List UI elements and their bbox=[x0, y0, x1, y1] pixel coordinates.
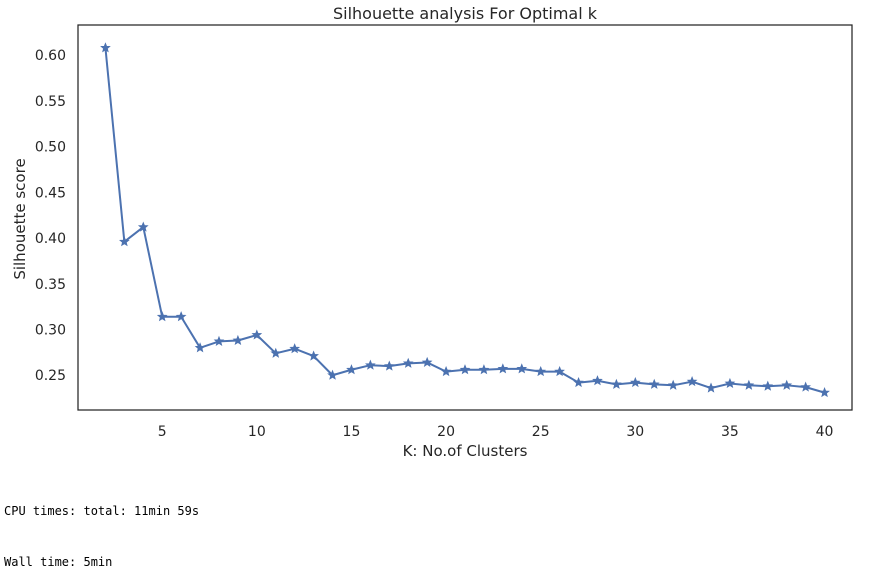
data-point-marker bbox=[686, 376, 698, 387]
wall-time-line: Wall time: 5min bbox=[4, 555, 113, 569]
console-output: CPU times: total: 11min 59s Wall time: 5… bbox=[4, 469, 199, 588]
data-point-marker bbox=[459, 364, 471, 375]
x-tick-label: 15 bbox=[343, 424, 361, 440]
data-point-marker bbox=[781, 379, 793, 390]
plot-area bbox=[100, 42, 830, 398]
plot-frame bbox=[77, 24, 853, 411]
x-tick-label: 35 bbox=[721, 424, 739, 440]
y-tick-label: 0.30 bbox=[35, 323, 66, 339]
x-tick-label: 40 bbox=[816, 424, 834, 440]
data-point-marker bbox=[629, 376, 641, 388]
data-point-marker bbox=[819, 387, 830, 398]
data-point-marker bbox=[516, 363, 528, 374]
y-tick-label: 0.45 bbox=[35, 185, 66, 201]
x-axis-label: K: No.of Clusters bbox=[403, 442, 528, 460]
data-point-marker bbox=[251, 329, 263, 340]
data-point-marker bbox=[100, 42, 111, 53]
data-point-marker bbox=[648, 378, 660, 389]
y-tick-label: 0.40 bbox=[35, 231, 66, 247]
data-point-marker bbox=[365, 359, 376, 370]
silhouette-chart: Silhouette analysis For Optimal k 0.250.… bbox=[11, 4, 853, 460]
data-point-marker bbox=[383, 360, 395, 371]
x-tick-label: 25 bbox=[532, 424, 550, 440]
data-point-marker bbox=[535, 365, 547, 377]
x-tick-label: 5 bbox=[158, 424, 167, 440]
data-point-marker bbox=[213, 335, 225, 346]
data-point-marker bbox=[327, 369, 338, 380]
data-point-marker bbox=[119, 236, 130, 247]
data-point-marker bbox=[194, 342, 206, 353]
x-tick-label: 10 bbox=[248, 424, 266, 440]
data-point-marker bbox=[421, 356, 433, 367]
data-point-marker bbox=[346, 364, 357, 375]
y-tick-label: 0.35 bbox=[35, 277, 66, 293]
data-point-marker bbox=[175, 311, 187, 322]
data-point-marker bbox=[440, 365, 452, 377]
data-point-marker bbox=[762, 380, 774, 391]
data-point-marker bbox=[402, 357, 414, 368]
data-point-marker bbox=[478, 364, 490, 375]
data-point-marker bbox=[308, 350, 319, 361]
data-point-marker bbox=[270, 347, 282, 358]
y-tick-label: 0.25 bbox=[35, 368, 66, 384]
y-tick-label: 0.55 bbox=[35, 94, 66, 110]
series-line bbox=[104, 47, 825, 394]
x-axis-ticks: 5 10 15 20 25 30 35 40 bbox=[158, 424, 834, 440]
data-point-marker bbox=[611, 378, 622, 389]
data-point-marker bbox=[232, 334, 244, 346]
data-point-marker bbox=[667, 379, 679, 390]
chart-title: Silhouette analysis For Optimal k bbox=[333, 4, 598, 23]
data-point-marker bbox=[743, 379, 755, 390]
x-tick-label: 20 bbox=[437, 424, 455, 440]
data-point-marker bbox=[156, 311, 168, 322]
data-point-marker bbox=[137, 221, 149, 232]
data-point-marker bbox=[724, 377, 736, 389]
data-point-marker bbox=[497, 363, 509, 374]
data-point-marker bbox=[705, 382, 717, 393]
data-point-marker bbox=[800, 381, 811, 392]
y-tick-label: 0.50 bbox=[35, 140, 66, 156]
cpu-times-line: CPU times: total: 11min 59s bbox=[4, 504, 200, 518]
y-axis-ticks: 0.25 0.30 0.35 0.40 0.45 0.50 0.55 0.60 bbox=[35, 48, 66, 384]
data-point-marker bbox=[573, 376, 584, 388]
y-tick-label: 0.60 bbox=[35, 48, 66, 64]
data-point-marker bbox=[554, 365, 565, 377]
data-point-marker bbox=[592, 375, 603, 386]
x-tick-label: 30 bbox=[626, 424, 644, 440]
data-point-marker bbox=[289, 343, 301, 354]
y-axis-label: Silhouette score bbox=[11, 158, 29, 279]
